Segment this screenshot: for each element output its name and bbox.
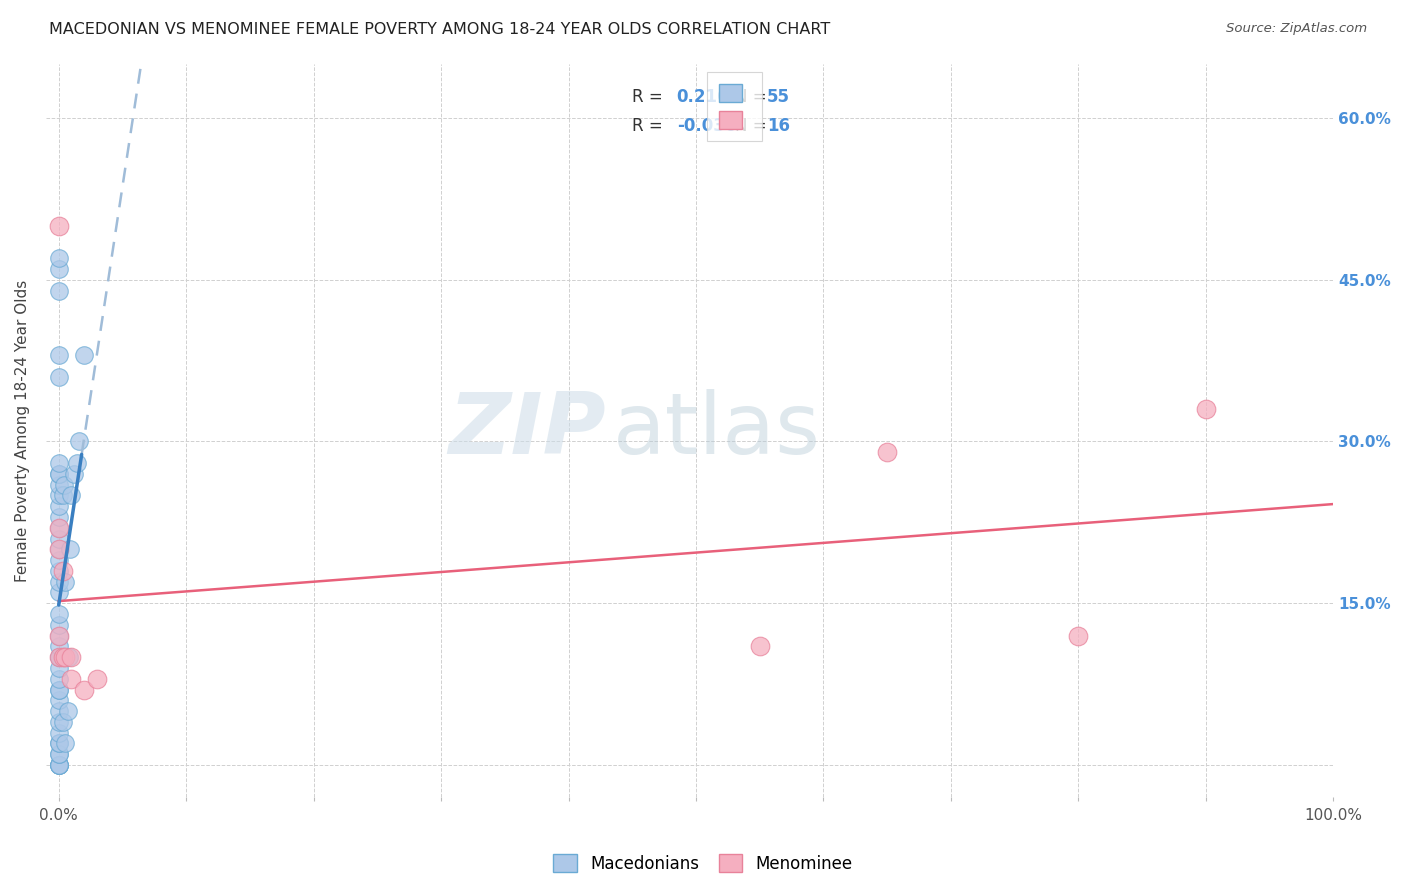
Point [51, 564, 73, 578]
Point [48, 510, 70, 524]
Point [48, 650, 70, 665]
Point [48, 714, 70, 729]
Point [63, 467, 86, 481]
Point [1067, 629, 1090, 643]
Point [73, 682, 96, 697]
Point [51, 650, 73, 665]
Point [48, 629, 70, 643]
Point [48, 574, 70, 589]
Text: 0.216: 0.216 [676, 88, 730, 106]
Text: N =: N = [735, 118, 772, 136]
Point [748, 640, 770, 654]
Point [48, 585, 70, 599]
Point [48, 521, 70, 535]
Point [58, 650, 80, 665]
Point [53, 736, 76, 750]
Point [86, 672, 108, 686]
Point [60, 488, 83, 502]
Point [59, 542, 82, 557]
Point [48, 650, 70, 665]
Point [48, 640, 70, 654]
Point [48, 661, 70, 675]
Point [60, 672, 83, 686]
Point [48, 456, 70, 470]
Point [48, 521, 70, 535]
Text: MACEDONIAN VS MENOMINEE FEMALE POVERTY AMONG 18-24 YEAR OLDS CORRELATION CHART: MACEDONIAN VS MENOMINEE FEMALE POVERTY A… [49, 22, 831, 37]
Text: 16: 16 [766, 118, 790, 136]
Point [48, 284, 70, 298]
Point [48, 617, 70, 632]
Point [48, 672, 70, 686]
Point [60, 650, 83, 665]
Point [52, 477, 75, 491]
Point [48, 564, 70, 578]
Point [48, 488, 70, 502]
Point [48, 607, 70, 621]
Text: 55: 55 [766, 88, 790, 106]
Point [48, 758, 70, 772]
Point [48, 369, 70, 384]
Point [48, 693, 70, 707]
Point [53, 574, 76, 589]
Point [48, 467, 70, 481]
Point [48, 499, 70, 513]
Point [48, 542, 70, 557]
Text: ZIP: ZIP [449, 389, 606, 472]
Text: atlas: atlas [613, 389, 820, 472]
Point [73, 348, 96, 362]
Point [48, 758, 70, 772]
Point [48, 219, 70, 233]
Point [48, 262, 70, 277]
Point [51, 714, 73, 729]
Point [48, 758, 70, 772]
Legend: , : , [707, 72, 762, 142]
Point [56, 704, 79, 718]
Point [48, 747, 70, 762]
Point [48, 758, 70, 772]
Point [48, 553, 70, 567]
Point [48, 758, 70, 772]
Text: R =: R = [631, 118, 668, 136]
Point [48, 629, 70, 643]
Point [48, 704, 70, 718]
Y-axis label: Female Poverty Among 18-24 Year Olds: Female Poverty Among 18-24 Year Olds [15, 279, 30, 582]
Point [48, 348, 70, 362]
Point [48, 682, 70, 697]
Text: -0.036: -0.036 [676, 118, 737, 136]
Point [51, 488, 73, 502]
Point [48, 542, 70, 557]
Text: N =: N = [735, 88, 772, 106]
Point [48, 467, 70, 481]
Point [48, 725, 70, 739]
Text: Source: ZipAtlas.com: Source: ZipAtlas.com [1226, 22, 1367, 36]
Text: R =: R = [631, 88, 668, 106]
Legend: Macedonians, Menominee: Macedonians, Menominee [547, 847, 859, 880]
Point [48, 736, 70, 750]
Point [48, 736, 70, 750]
Point [48, 477, 70, 491]
Point [48, 650, 70, 665]
Point [48, 532, 70, 546]
Point [48, 682, 70, 697]
Point [1195, 402, 1218, 417]
Point [48, 251, 70, 265]
Point [67, 434, 90, 449]
Point [876, 445, 898, 459]
Point [48, 747, 70, 762]
Point [53, 650, 76, 665]
Point [65, 456, 87, 470]
